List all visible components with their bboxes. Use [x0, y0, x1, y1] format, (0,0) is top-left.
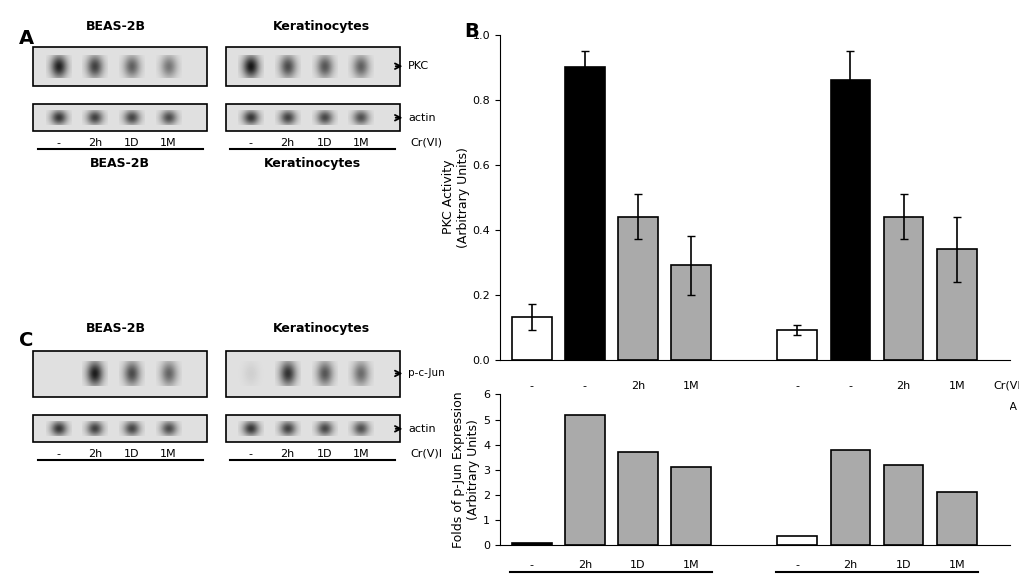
- Text: -: -: [249, 449, 253, 459]
- Text: +: +: [845, 402, 854, 412]
- Text: 1M: 1M: [353, 137, 369, 148]
- Bar: [671, 266, 710, 360]
- Text: -: -: [249, 137, 253, 148]
- Bar: [225, 47, 399, 85]
- Text: BEAS-2B: BEAS-2B: [86, 20, 146, 33]
- Text: 2h: 2h: [630, 380, 644, 391]
- Text: Cr(V)I: Cr(V)I: [410, 449, 441, 459]
- Text: BEAS-2B: BEAS-2B: [90, 157, 150, 170]
- Text: 2h: 2h: [280, 449, 294, 459]
- Text: 1M: 1M: [948, 560, 964, 570]
- Bar: [225, 351, 399, 397]
- Text: 1M: 1M: [682, 560, 699, 570]
- Text: -: -: [529, 380, 533, 391]
- Text: 1D: 1D: [630, 560, 645, 570]
- Text: 1D: 1D: [123, 449, 140, 459]
- Text: +: +: [580, 402, 589, 412]
- Bar: [618, 452, 657, 545]
- Bar: [671, 467, 710, 545]
- Text: A: A: [19, 29, 35, 48]
- Bar: [935, 249, 975, 360]
- Text: 2h: 2h: [843, 560, 857, 570]
- Text: Cr(VI): Cr(VI): [410, 137, 441, 148]
- Text: -: -: [795, 560, 799, 570]
- Text: -: -: [582, 380, 586, 391]
- Bar: [33, 104, 207, 131]
- Text: C: C: [19, 331, 34, 350]
- Bar: [565, 415, 604, 545]
- Bar: [882, 465, 922, 545]
- Text: 2h: 2h: [577, 560, 591, 570]
- Bar: [776, 536, 816, 545]
- Text: -: -: [954, 402, 958, 412]
- Bar: [565, 67, 604, 360]
- Bar: [33, 351, 207, 397]
- Text: -: -: [901, 402, 905, 412]
- Text: BEAS-2B: BEAS-2B: [86, 322, 146, 335]
- Bar: [512, 543, 551, 545]
- Bar: [776, 331, 816, 360]
- Text: 1D: 1D: [316, 449, 331, 459]
- Text: Keratinocytes: Keratinocytes: [273, 322, 370, 335]
- Text: Cr(VI): Cr(VI): [993, 380, 1019, 391]
- Text: 1D: 1D: [123, 137, 140, 148]
- Bar: [829, 80, 869, 360]
- Text: 2h: 2h: [88, 449, 102, 459]
- Bar: [829, 450, 869, 545]
- Bar: [618, 217, 657, 360]
- Text: -: -: [795, 380, 799, 391]
- Bar: [33, 415, 207, 442]
- Bar: [935, 492, 975, 545]
- Text: 1M: 1M: [682, 380, 699, 391]
- Bar: [225, 415, 399, 442]
- Text: 1M: 1M: [160, 137, 176, 148]
- Text: -: -: [689, 402, 692, 412]
- Text: 1M: 1M: [948, 380, 964, 391]
- Bar: [882, 217, 922, 360]
- Text: 1D: 1D: [316, 137, 331, 148]
- Text: BEAS-2B: BEAS-2B: [581, 443, 641, 455]
- Text: -: -: [635, 402, 639, 412]
- Text: -: -: [795, 402, 799, 412]
- Text: actin: actin: [408, 113, 435, 123]
- Text: 2h: 2h: [280, 137, 294, 148]
- Bar: [33, 47, 207, 85]
- Text: -: -: [529, 402, 533, 412]
- Text: PKC: PKC: [408, 61, 429, 71]
- Text: -: -: [848, 380, 852, 391]
- Text: -: -: [529, 560, 533, 570]
- Text: 1M: 1M: [160, 449, 176, 459]
- Text: Keratinocytes: Keratinocytes: [264, 157, 361, 170]
- Text: 2h: 2h: [88, 137, 102, 148]
- Bar: [512, 317, 551, 360]
- Text: PMA: PMA: [993, 402, 1017, 412]
- Text: Keratinocytes: Keratinocytes: [273, 20, 370, 33]
- Text: -: -: [56, 137, 60, 148]
- Text: p-c-Jun: p-c-Jun: [408, 368, 444, 378]
- Text: -: -: [56, 449, 60, 459]
- Text: 2h: 2h: [896, 380, 910, 391]
- Text: Keratinocytes: Keratinocytes: [827, 443, 924, 455]
- Text: actin: actin: [408, 424, 435, 434]
- Text: 1M: 1M: [353, 449, 369, 459]
- Y-axis label: PKC Activity
(Arbitrary Units): PKC Activity (Arbitrary Units): [441, 147, 469, 248]
- Bar: [225, 104, 399, 131]
- Text: 1D: 1D: [895, 560, 910, 570]
- Text: B: B: [464, 22, 478, 41]
- Y-axis label: Folds of p-Jun Expression
(Arbitrary Units): Folds of p-Jun Expression (Arbitrary Uni…: [451, 392, 480, 548]
